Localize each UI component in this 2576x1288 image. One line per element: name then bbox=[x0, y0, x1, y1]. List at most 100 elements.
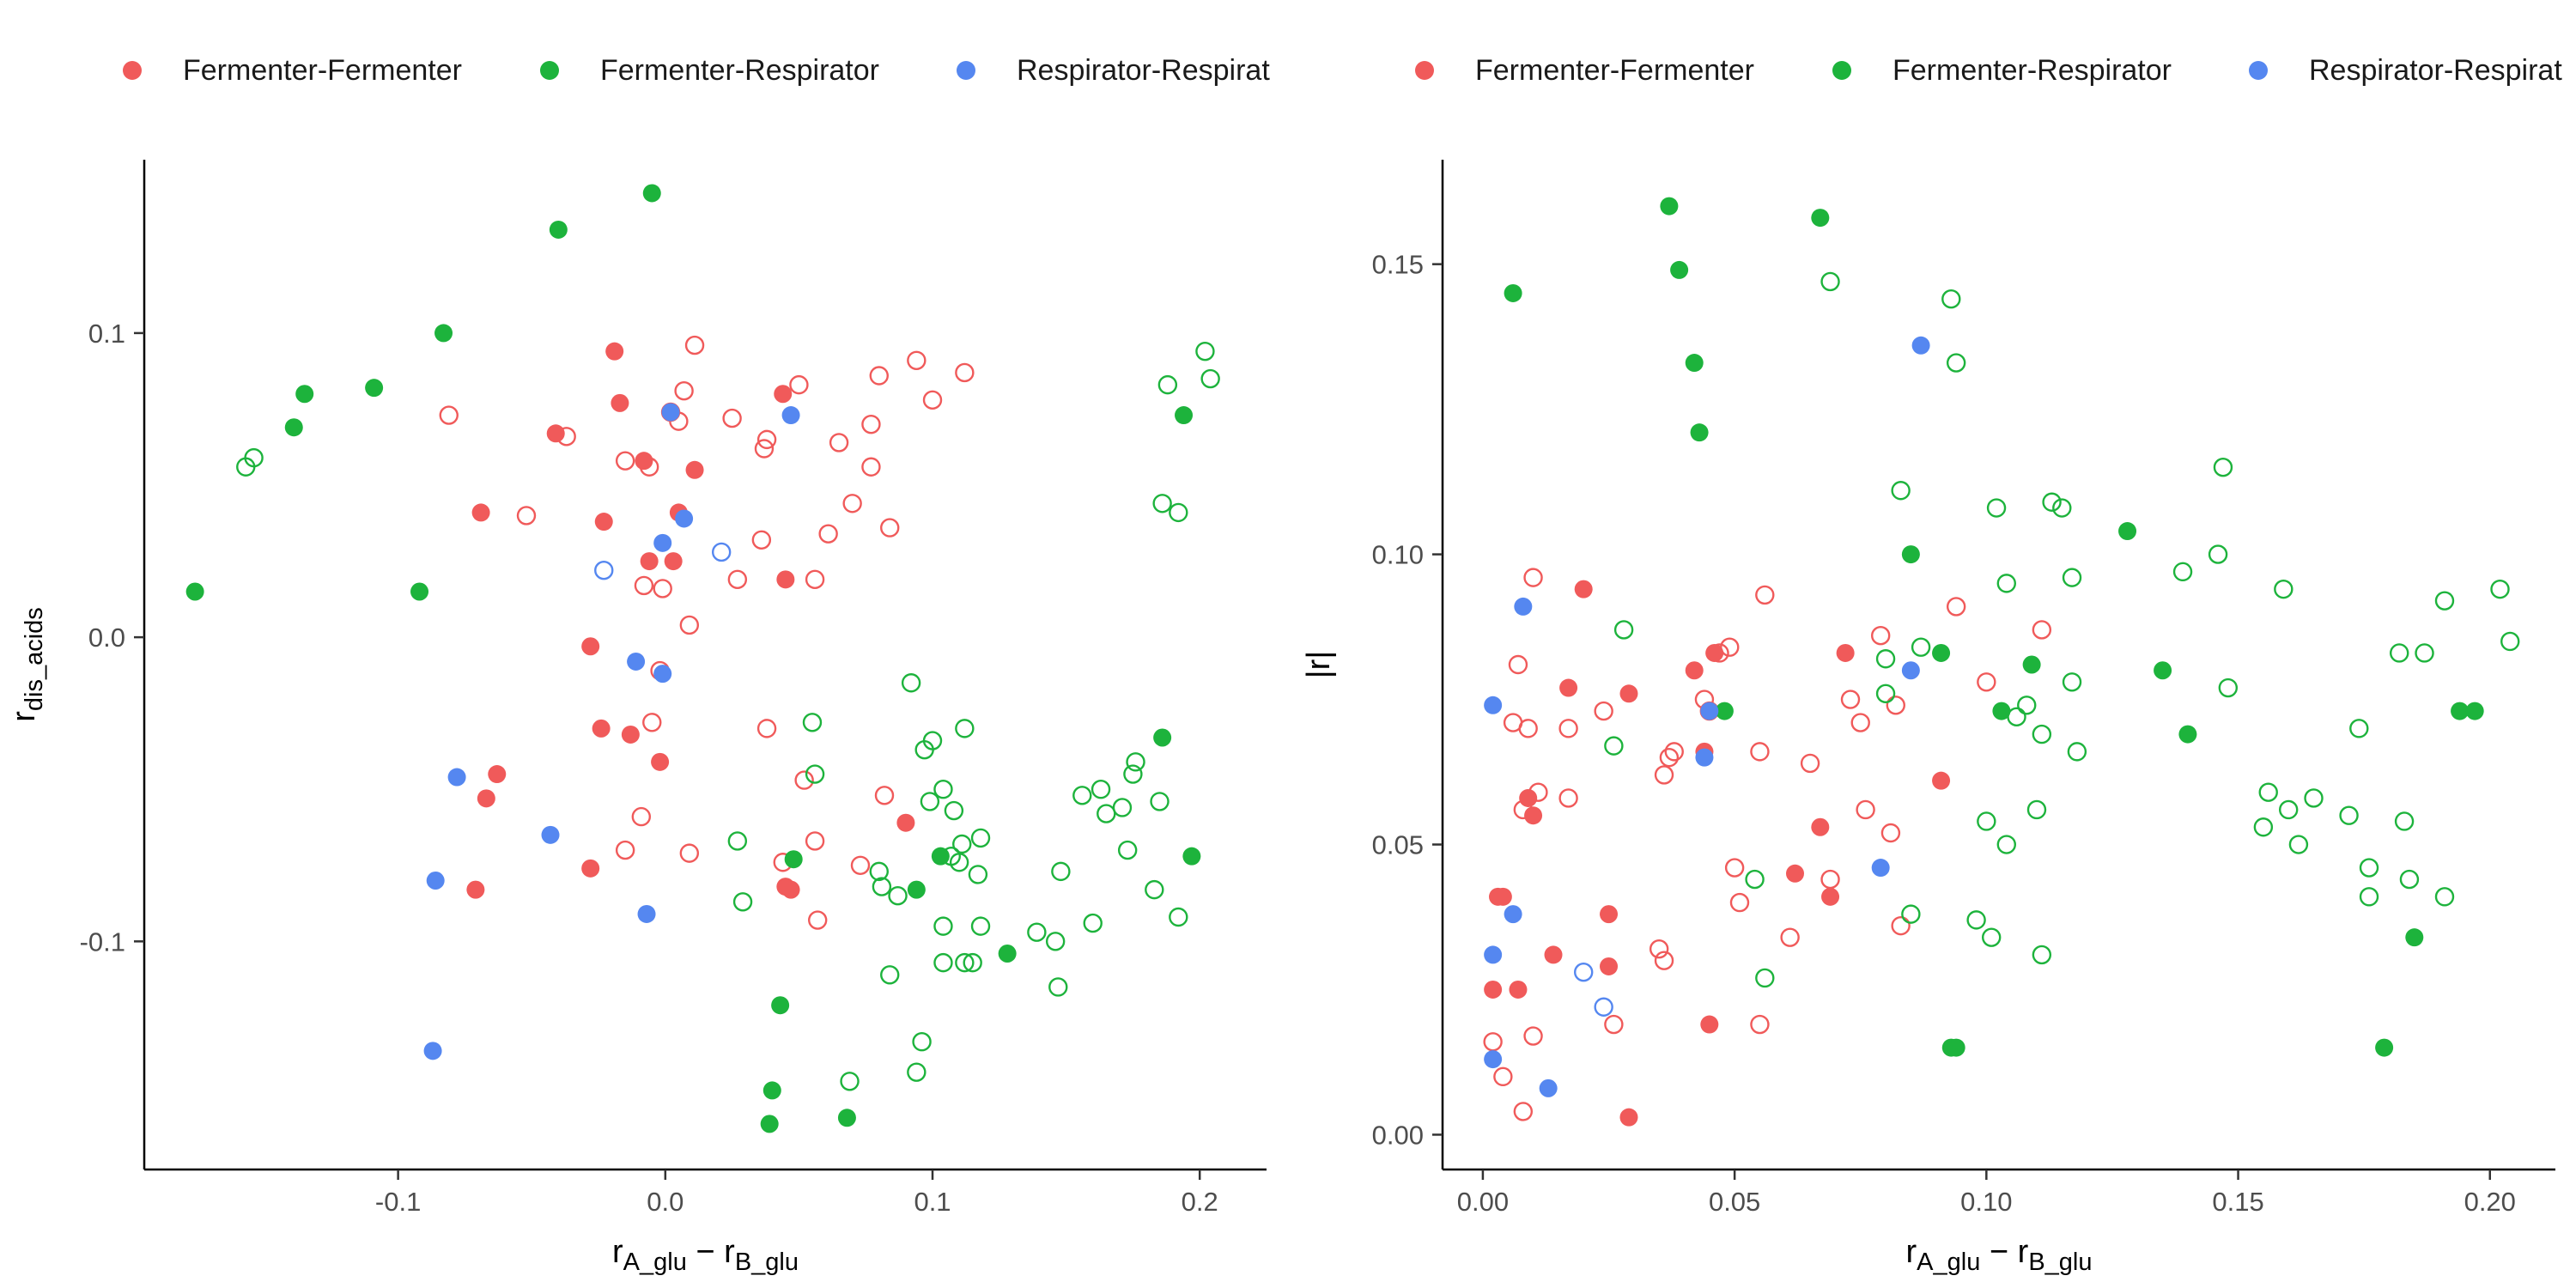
point-fermenter-respirator-open bbox=[922, 731, 943, 750]
point-fermenter-respirator-filled bbox=[837, 1109, 856, 1127]
point-fermenter-respirator-open bbox=[2172, 562, 2193, 582]
point-fermenter-respirator-open bbox=[2017, 696, 2037, 715]
y-tick-label: -0.1 bbox=[80, 927, 125, 957]
point-fermenter-respirator-open bbox=[1604, 736, 1624, 756]
x-tick-label: -0.1 bbox=[375, 1187, 421, 1217]
y-axis-title: rdis_acids​ bbox=[6, 607, 48, 722]
point-fermenter-respirator-open bbox=[1200, 368, 1220, 389]
point-fermenter-fermenter-open bbox=[880, 518, 900, 538]
point-fermenter-fermenter-filled bbox=[1493, 887, 1512, 906]
point-fermenter-respirator-open bbox=[869, 861, 889, 882]
point-fermenter-fermenter-filled bbox=[594, 513, 613, 532]
point-fermenter-fermenter-open bbox=[805, 569, 825, 590]
x-axis-title: rA_glu​ − rB_glu​ bbox=[1906, 1234, 2093, 1276]
point-fermenter-fermenter-open bbox=[805, 831, 825, 851]
point-respirator-respirator-open bbox=[711, 542, 732, 562]
point-fermenter-respirator-open bbox=[2032, 945, 2052, 965]
point-respirator-respirator-filled bbox=[423, 1042, 442, 1060]
point-fermenter-respirator-open bbox=[1941, 289, 1961, 309]
point-fermenter-fermenter-open bbox=[684, 335, 705, 355]
point-fermenter-respirator-open bbox=[727, 831, 748, 851]
point-fermenter-respirator-filled bbox=[760, 1115, 779, 1133]
point-fermenter-fermenter-open bbox=[808, 910, 828, 930]
legend-item-respirator-respirator: Respirator-Respirat bbox=[957, 45, 1270, 96]
point-fermenter-fermenter-open bbox=[679, 843, 700, 863]
point-fermenter-respirator-open bbox=[1123, 764, 1143, 784]
point-fermenter-fermenter-open bbox=[1483, 1032, 1503, 1052]
point-fermenter-fermenter-open bbox=[727, 569, 748, 590]
point-fermenter-respirator-open bbox=[1195, 341, 1215, 361]
point-fermenter-fermenter-filled bbox=[774, 385, 793, 404]
point-fermenter-fermenter-open bbox=[907, 350, 927, 370]
point-fermenter-respirator-open bbox=[1097, 804, 1116, 823]
point-fermenter-respirator-open bbox=[1901, 904, 1921, 924]
point-fermenter-fermenter-open bbox=[861, 457, 881, 477]
point-fermenter-fermenter-open bbox=[1594, 701, 1613, 721]
point-fermenter-fermenter-open bbox=[1558, 719, 1578, 738]
scatter-plot-right: 0.00 0.05 0.10 0.15 0.20 0.00 0.05 0.10 0.15 rA_g… bbox=[1301, 160, 2555, 1276]
point-fermenter-fermenter-open bbox=[1850, 713, 1870, 732]
point-fermenter-respirator-filled bbox=[2118, 522, 2137, 541]
point-fermenter-fermenter-filled bbox=[477, 789, 495, 808]
point-fermenter-fermenter-open bbox=[679, 615, 700, 635]
point-fermenter-respirator-filled bbox=[642, 184, 661, 203]
point-fermenter-fermenter-filled bbox=[651, 752, 670, 771]
point-fermenter-fermenter-open bbox=[1654, 951, 1674, 970]
point-respirator-respirator-filled bbox=[1514, 597, 1533, 616]
point-fermenter-respirator-open bbox=[2007, 707, 2026, 727]
point-fermenter-fermenter-open bbox=[1724, 858, 1745, 878]
point-respirator-respirator-filled bbox=[637, 904, 656, 923]
point-fermenter-respirator-open bbox=[901, 673, 921, 693]
point-fermenter-fermenter-filled bbox=[1700, 1015, 1719, 1034]
point-fermenter-respirator-open bbox=[2434, 591, 2455, 611]
point-fermenter-fermenter-filled bbox=[1600, 905, 1619, 924]
point-fermenter-fermenter-open bbox=[794, 770, 814, 790]
point-fermenter-fermenter-open bbox=[1780, 927, 1800, 947]
point-fermenter-respirator-open bbox=[1072, 786, 1092, 805]
point-fermenter-fermenter-filled bbox=[1836, 643, 1855, 662]
point-respirator-respirator-open bbox=[1573, 963, 1594, 982]
point-respirator-respirator-filled bbox=[653, 533, 672, 552]
point-fermenter-respirator-open bbox=[2208, 544, 2228, 564]
point-fermenter-fermenter-open bbox=[1729, 892, 1750, 913]
point-fermenter-respirator-filled bbox=[2465, 702, 2484, 720]
point-fermenter-fermenter-filled bbox=[621, 725, 640, 744]
point-fermenter-respirator-open bbox=[840, 1072, 860, 1091]
legend-marker-fermenter-respirator bbox=[1832, 61, 1851, 80]
point-fermenter-respirator-open bbox=[1986, 498, 2007, 518]
point-fermenter-fermenter-open bbox=[1886, 696, 1905, 715]
point-fermenter-respirator-open bbox=[1982, 927, 2002, 947]
point-fermenter-respirator-open bbox=[1745, 869, 1765, 890]
point-fermenter-respirator-open bbox=[1966, 910, 1986, 930]
point-fermenter-respirator-open bbox=[907, 1062, 927, 1082]
point-fermenter-respirator-open bbox=[244, 447, 264, 468]
point-fermenter-respirator-open bbox=[1169, 907, 1188, 927]
point-fermenter-respirator-open bbox=[1150, 792, 1170, 811]
point-fermenter-fermenter-open bbox=[653, 579, 672, 598]
point-respirator-respirator-filled bbox=[653, 665, 672, 683]
point-fermenter-fermenter-filled bbox=[605, 342, 624, 361]
point-fermenter-fermenter-open bbox=[1649, 939, 1669, 959]
point-fermenter-fermenter-filled bbox=[896, 813, 915, 832]
point-fermenter-respirator-open bbox=[2258, 782, 2278, 802]
point-fermenter-respirator-open bbox=[1117, 840, 1138, 860]
y-tick-label: 0.15 bbox=[1372, 250, 1424, 280]
point-fermenter-fermenter-filled bbox=[592, 719, 611, 738]
point-fermenter-fermenter-open bbox=[1604, 1014, 1624, 1035]
point-fermenter-fermenter-filled bbox=[471, 503, 490, 522]
point-fermenter-fermenter-open bbox=[1659, 747, 1680, 768]
point-respirator-respirator-filled bbox=[1911, 336, 1930, 355]
point-respirator-respirator-filled bbox=[426, 871, 445, 890]
point-fermenter-fermenter-open bbox=[869, 366, 889, 386]
point-fermenter-fermenter-open bbox=[1513, 1102, 1534, 1121]
point-fermenter-respirator-filled bbox=[771, 996, 790, 1015]
y-tick-label: 0.10 bbox=[1372, 540, 1424, 570]
point-fermenter-respirator-open bbox=[2500, 631, 2520, 652]
legend-marker-fermenter-fermenter bbox=[123, 61, 142, 80]
point-fermenter-respirator-open bbox=[920, 792, 940, 811]
point-fermenter-fermenter-filled bbox=[1785, 864, 1804, 883]
point-fermenter-fermenter-open bbox=[1977, 672, 1996, 692]
left-panel: Fermenter-Fermenter Fermenter-Respirator… bbox=[6, 45, 1270, 1277]
x-tick-label: 0.00 bbox=[1457, 1187, 1509, 1217]
point-fermenter-fermenter-open bbox=[722, 408, 742, 428]
